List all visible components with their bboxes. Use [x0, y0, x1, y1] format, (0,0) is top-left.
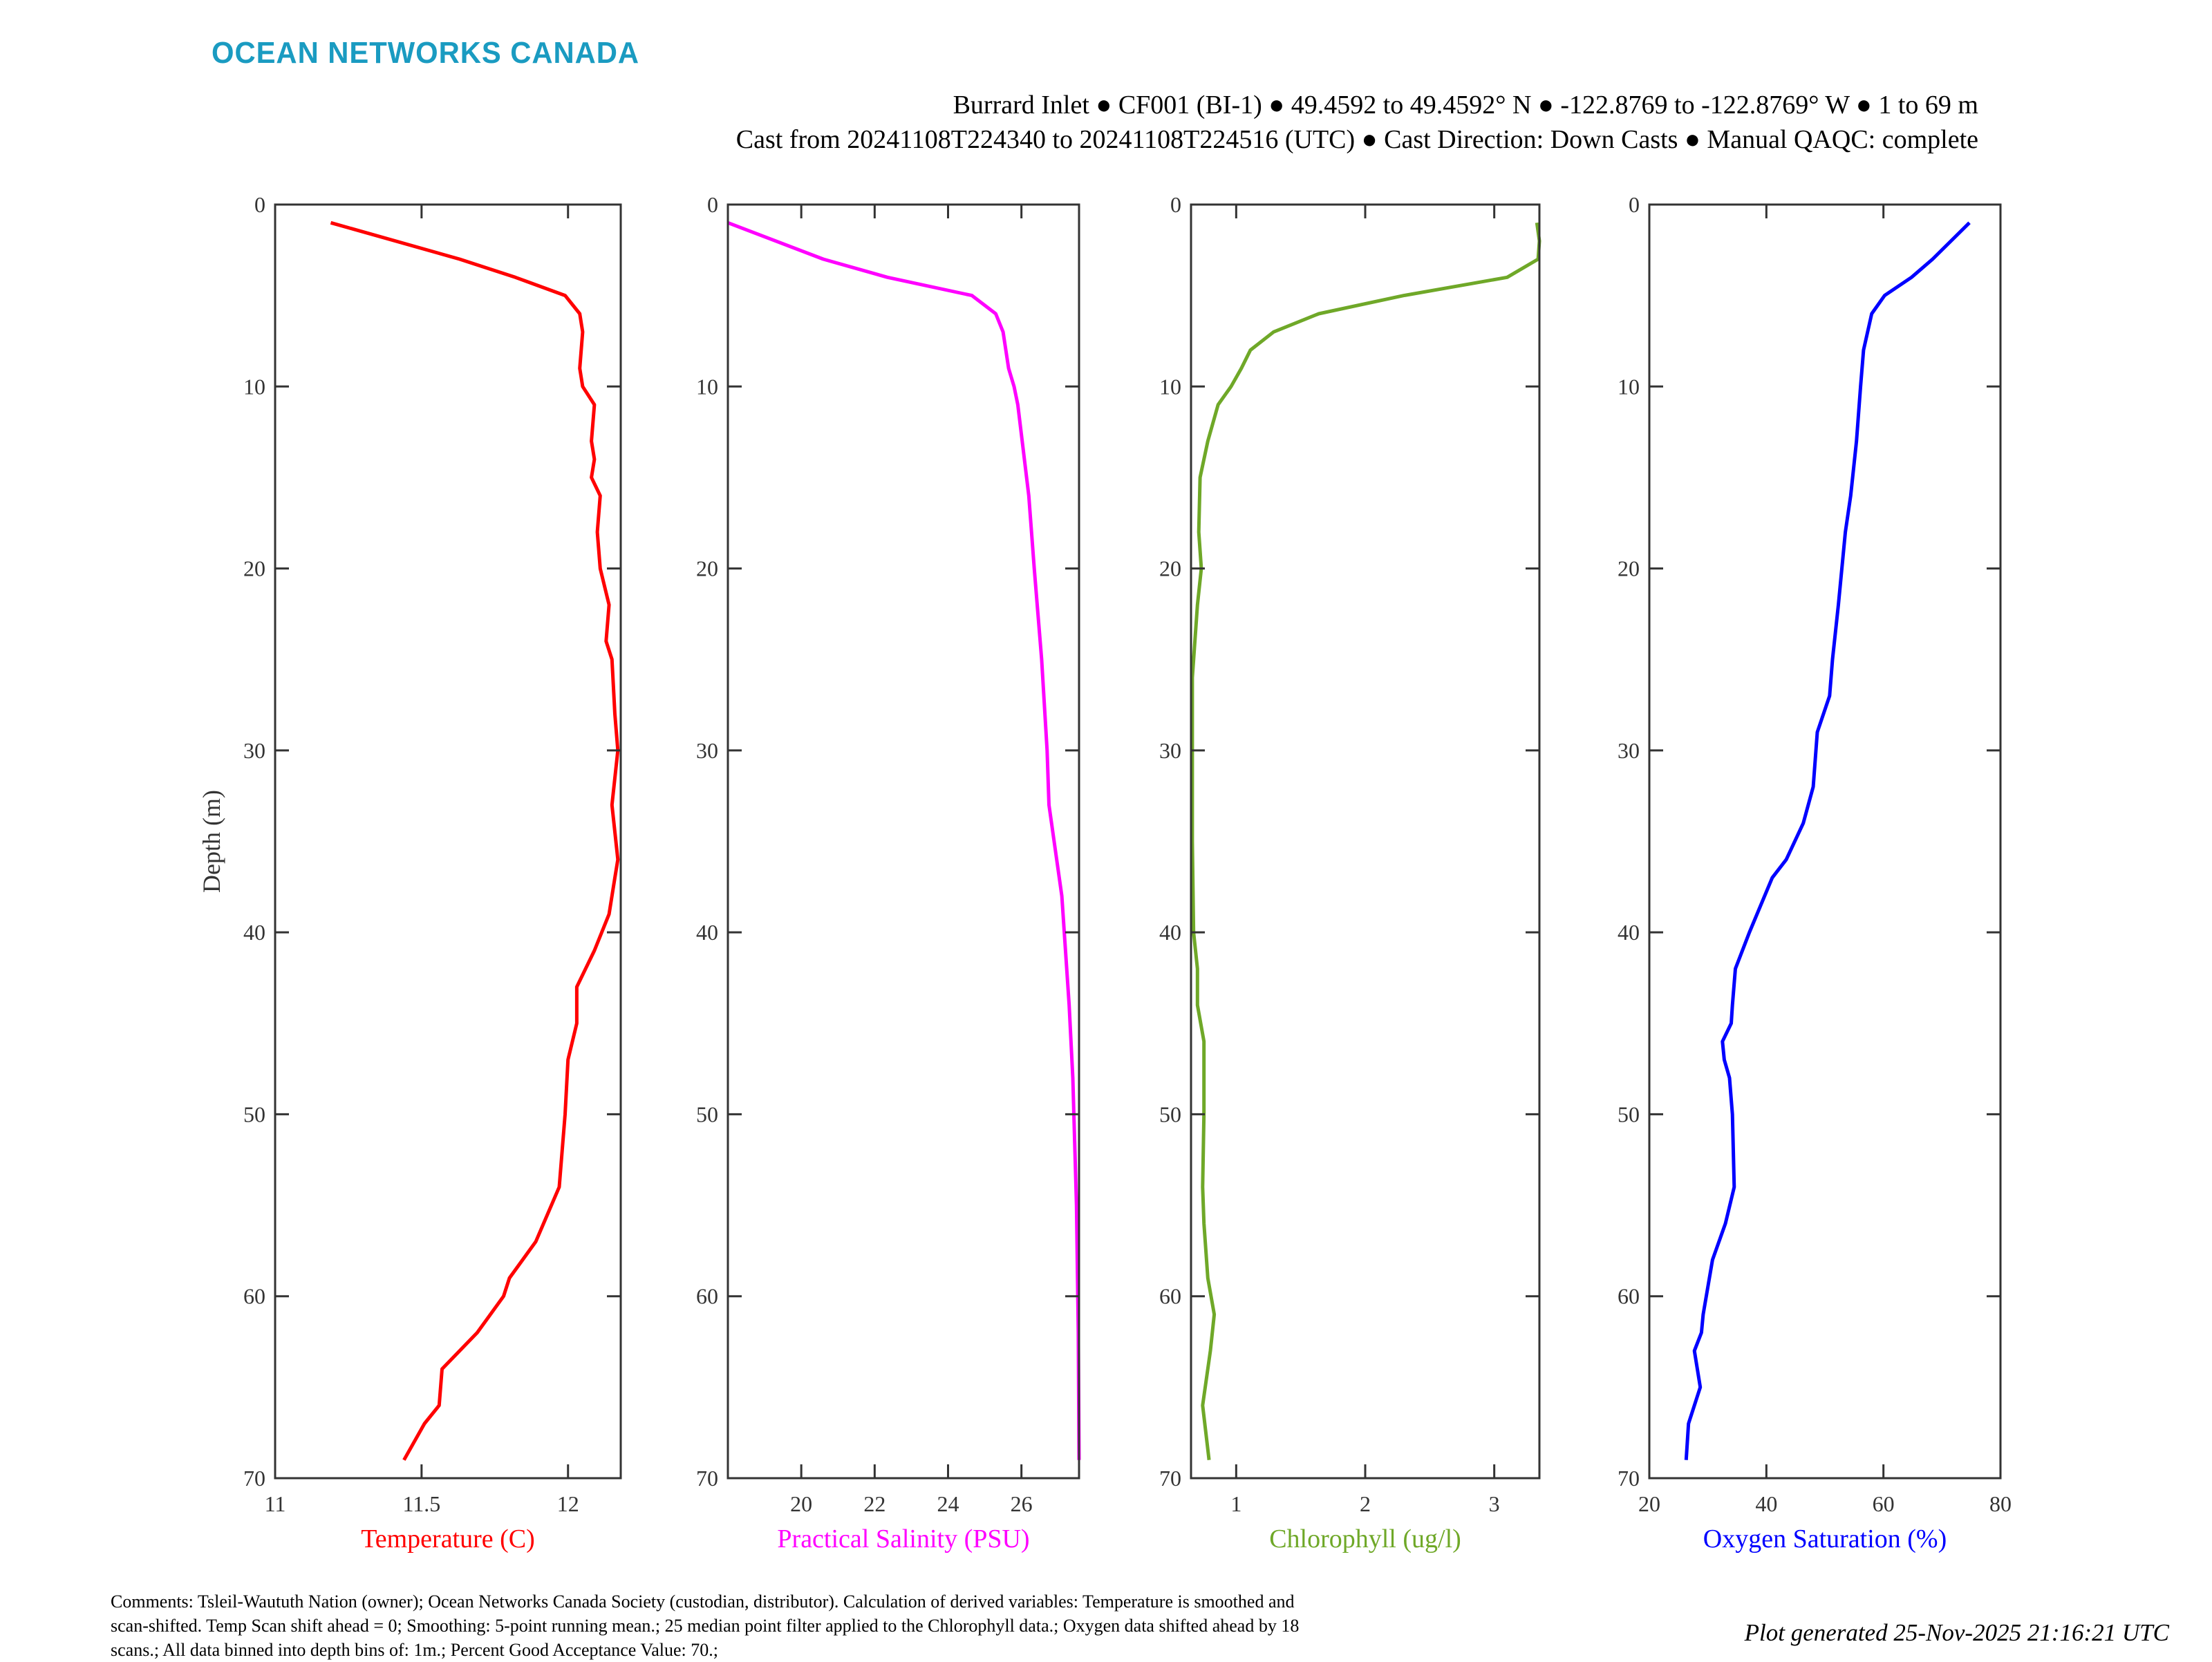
- x-tick-label: 2: [1360, 1491, 1371, 1516]
- x-tick-label: 20: [790, 1491, 812, 1516]
- y-tick-label: 0: [1170, 192, 1181, 217]
- x-tick-label: 1: [1230, 1491, 1241, 1516]
- y-tick-label: 70: [243, 1466, 265, 1491]
- y-tick-label: 0: [254, 192, 265, 217]
- x-tick-label: 26: [1011, 1491, 1033, 1516]
- profile-line: [1684, 221, 1971, 1460]
- x-tick-label: 24: [937, 1491, 959, 1516]
- y-tick-label: 30: [1618, 738, 1640, 763]
- y-tick-label: 50: [696, 1102, 718, 1126]
- x-tick-label: 40: [1755, 1491, 1777, 1516]
- profile-line: [1190, 222, 1541, 1460]
- x-tick-label: 80: [1989, 1491, 2012, 1516]
- y-tick-label: 10: [1618, 374, 1640, 399]
- x-tick-label: 11: [265, 1491, 286, 1516]
- x-tick-label: 60: [1873, 1491, 1895, 1516]
- profile-line: [727, 220, 1081, 1460]
- plot-title-location: Burrard Inlet ● CF001 (BI-1) ● 49.4592 t…: [953, 91, 1978, 120]
- y-tick-label: 30: [696, 738, 718, 763]
- y-tick-label: 30: [1159, 738, 1181, 763]
- x-tick-label: 20: [1638, 1491, 1660, 1516]
- axes-box: [1648, 203, 2002, 1480]
- y-tick-label: 50: [243, 1102, 265, 1126]
- y-tick-label: 20: [243, 556, 265, 581]
- y-tick-label: 70: [1618, 1466, 1640, 1491]
- y-tick-label: 0: [1629, 192, 1640, 217]
- y-tick-label: 50: [1159, 1102, 1181, 1126]
- y-tick-label: 60: [1159, 1284, 1181, 1309]
- y-tick-label: 50: [1618, 1102, 1640, 1126]
- x-tick-label: 11.5: [402, 1491, 440, 1516]
- y-tick-label: 30: [243, 738, 265, 763]
- comments-line: Comments: Tsleil-Waututh Nation (owner);…: [111, 1592, 1295, 1612]
- x-tick-label: 22: [863, 1491, 885, 1516]
- comments-line: scan-shifted. Temp Scan shift ahead = 0;…: [111, 1616, 1300, 1636]
- ocean-networks-canada-logo: OCEAN NETWORKS CANADA: [212, 36, 640, 70]
- y-tick-label: 40: [1618, 920, 1640, 945]
- y-tick-label: 10: [696, 374, 718, 399]
- axes-box: [1190, 203, 1541, 1480]
- profile-line: [330, 220, 620, 1461]
- y-axis-label: Depth (m): [198, 790, 225, 893]
- x-tick-label: 12: [557, 1491, 579, 1516]
- y-tick-label: 60: [243, 1284, 265, 1309]
- comments-line: scans.; All data binned into depth bins …: [111, 1640, 718, 1660]
- x-tick-label: 3: [1489, 1491, 1500, 1516]
- x-axis-label: Chlorophyll (ug/l): [1269, 1524, 1461, 1554]
- comments-block: Comments: Tsleil-Waututh Nation (owner);…: [111, 1589, 1299, 1662]
- y-tick-label: 60: [1618, 1284, 1640, 1309]
- profile-panel-1: 0 10 20 30 40 50 60 70 20 22 24 26 Practical Salinit…: [696, 192, 1081, 1554]
- y-tick-label: 20: [696, 556, 718, 581]
- y-tick-label: 70: [1159, 1466, 1181, 1491]
- y-tick-label: 20: [1618, 556, 1640, 581]
- y-tick-label: 10: [1159, 374, 1181, 399]
- y-tick-label: 40: [696, 920, 718, 945]
- y-tick-label: 70: [696, 1466, 718, 1491]
- x-axis-label: Practical Salinity (PSU): [777, 1524, 1029, 1554]
- y-tick-label: 10: [243, 374, 265, 399]
- y-tick-label: 0: [707, 192, 718, 217]
- y-tick-label: 40: [1159, 920, 1181, 945]
- plot-title-cast: Cast from 20241108T224340 to 20241108T22…: [735, 125, 1978, 154]
- x-axis-label: Temperature (C): [361, 1524, 535, 1554]
- x-axis-label: Oxygen Saturation (%): [1703, 1524, 1947, 1554]
- axes-box: [727, 203, 1080, 1480]
- y-tick-label: 20: [1159, 556, 1181, 581]
- axes-box: [274, 203, 622, 1480]
- plot-generated-timestamp: Plot generated 25-Nov-2025 21:16:21 UTC: [1744, 1619, 2169, 1646]
- profile-panel-2: 0 10 20 30 40 50 60 70 1 2 3 Chlorophyll (ug/l): [1159, 192, 1541, 1554]
- y-tick-label: 60: [696, 1284, 718, 1309]
- y-tick-label: 40: [243, 920, 265, 945]
